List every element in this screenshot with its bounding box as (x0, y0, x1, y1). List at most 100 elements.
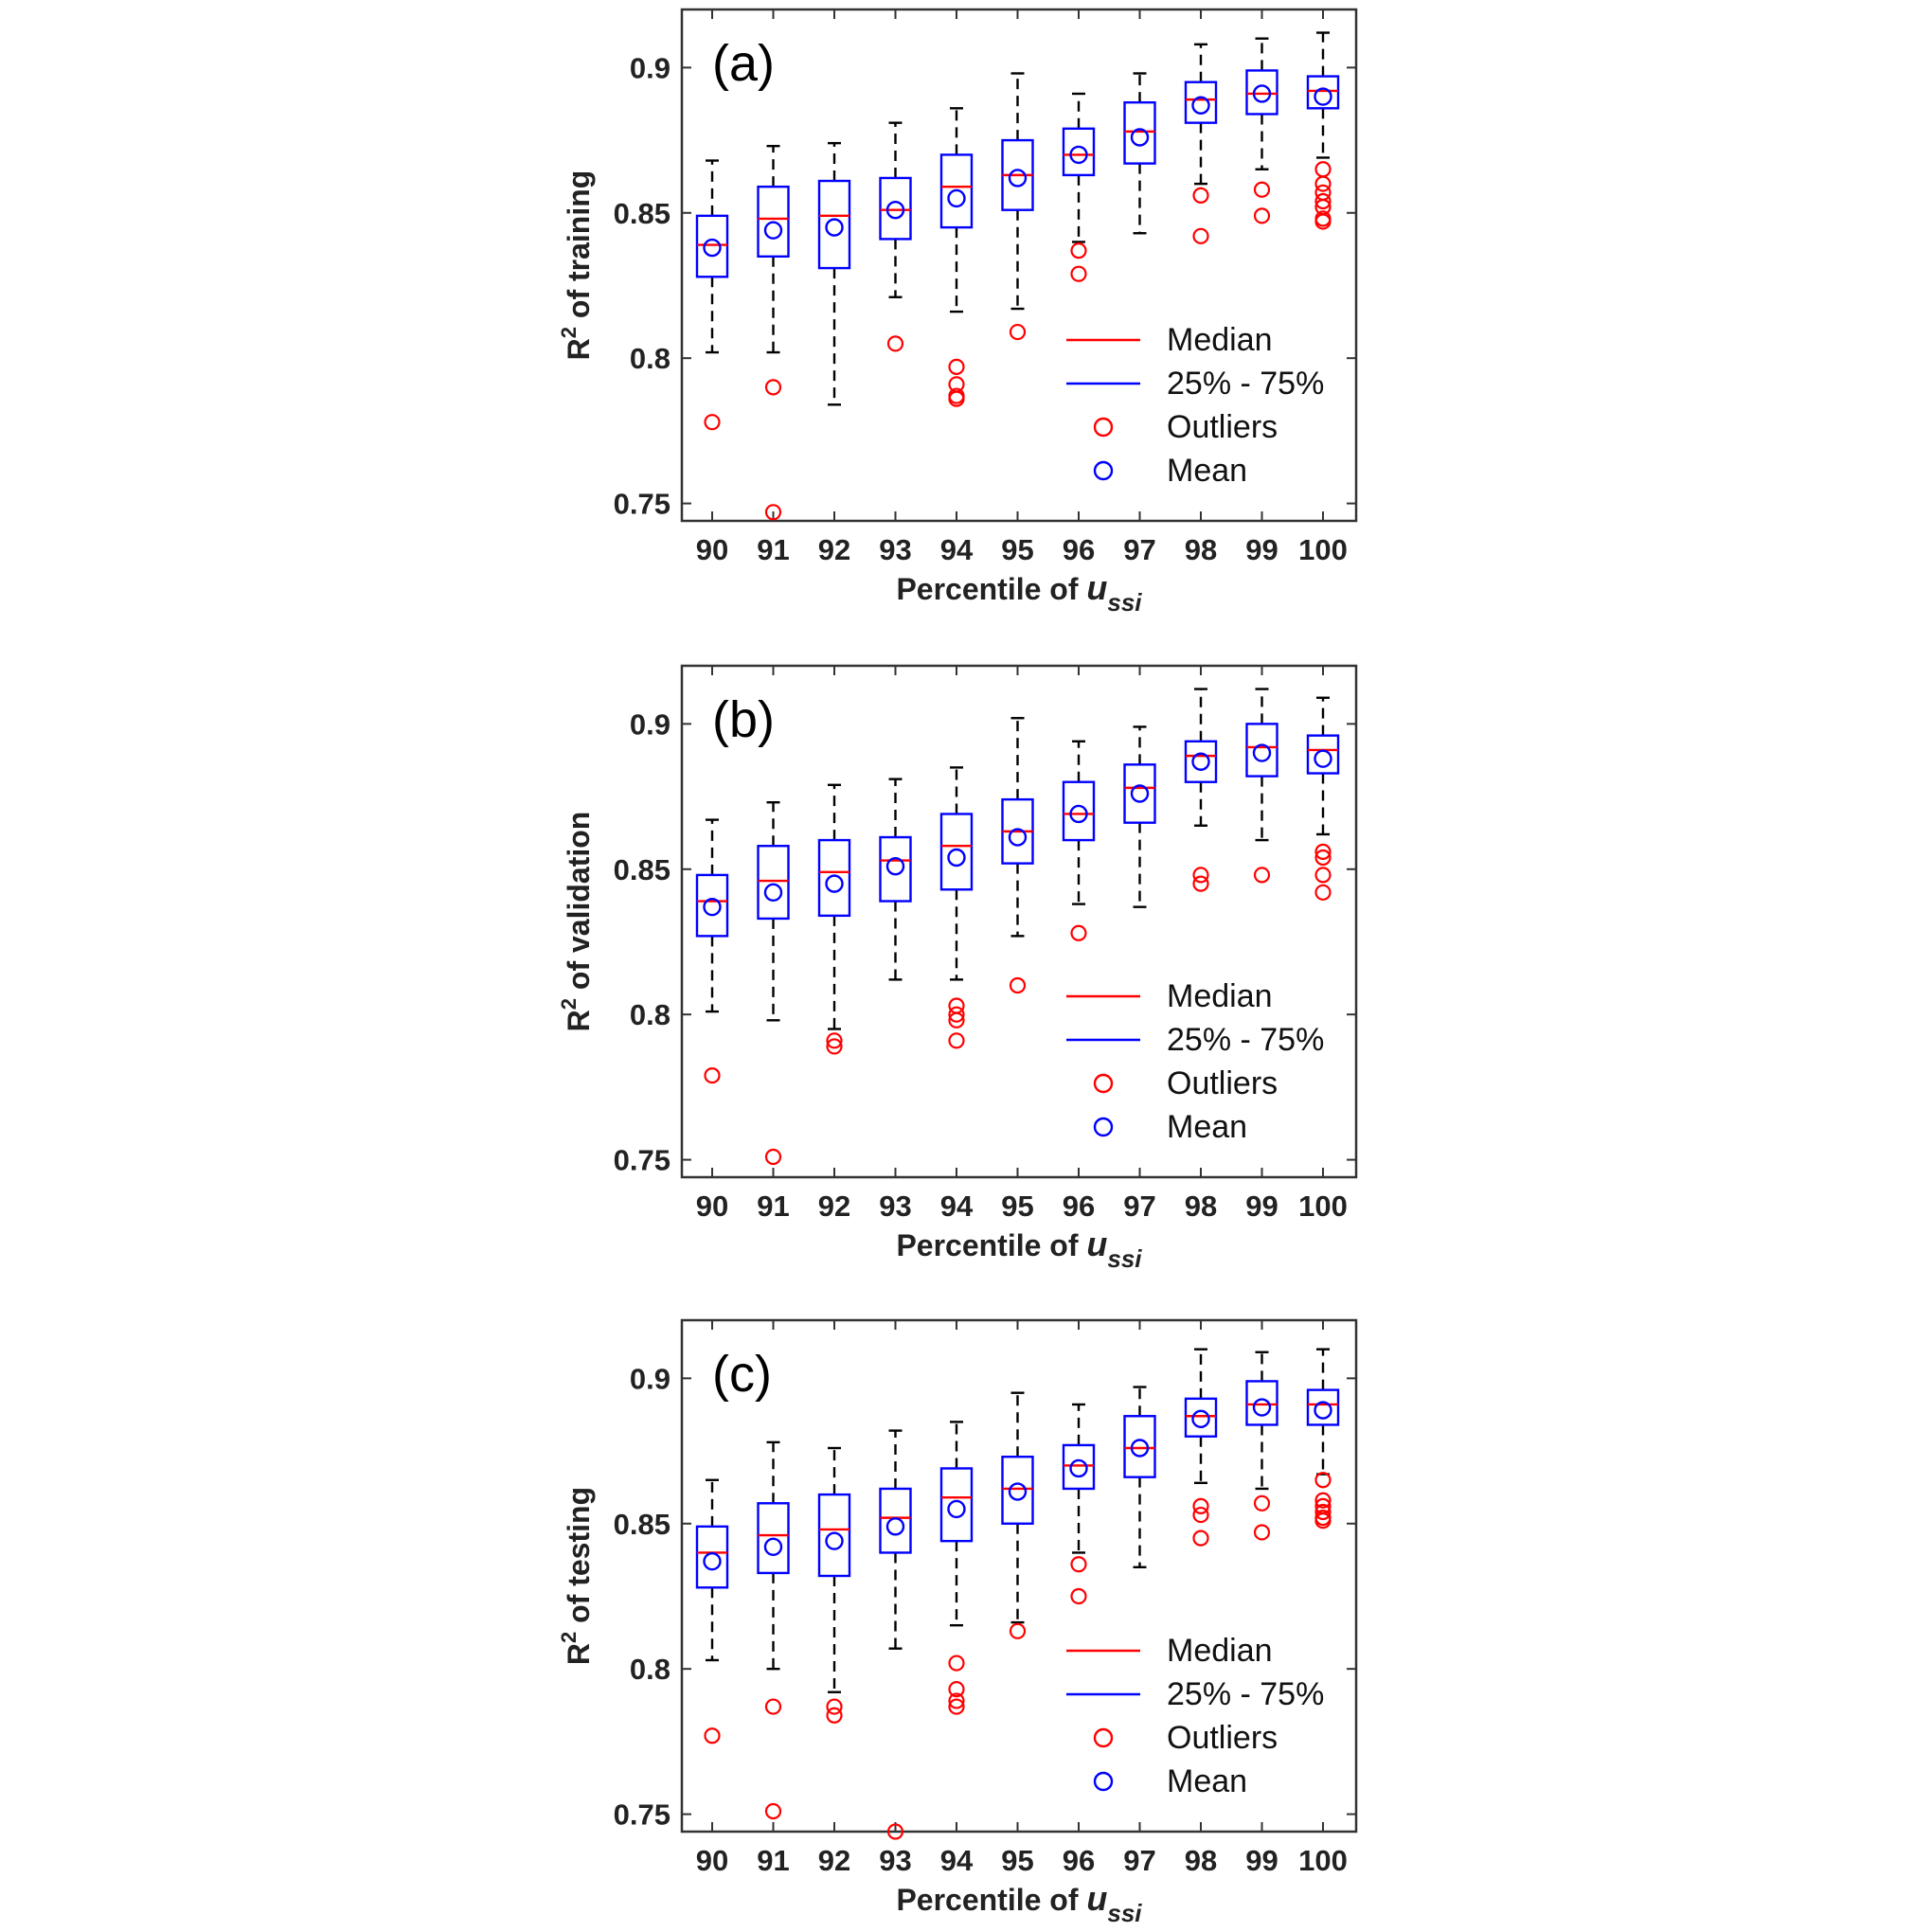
outlier-marker (1192, 875, 1209, 892)
legend-outliers-label: Outliers (1167, 1720, 1278, 1756)
outlier-marker (1253, 867, 1271, 884)
x-tick-label: 92 (818, 1190, 850, 1223)
panel-label: (b) (712, 691, 775, 748)
box-group-93 (879, 1429, 912, 1840)
x-axis-label-subscript: ssi (1107, 1899, 1142, 1927)
chart-panel-c: 0.75 0.8 0.85 0.9 90 91 92 93 94 95 96 97 98 99 100 (c)… (557, 1318, 1358, 1927)
outlier-marker (1314, 849, 1332, 867)
outlier-marker (1009, 1622, 1027, 1639)
box-group-90 (695, 159, 729, 431)
mean-marker (1314, 1401, 1332, 1420)
outlier-marker (1314, 867, 1332, 884)
outlier-marker (1192, 187, 1209, 204)
panel-label: (c) (712, 1346, 772, 1403)
mean-marker (1069, 804, 1088, 824)
box-group-100 (1306, 696, 1340, 901)
iqr-box (1245, 723, 1278, 778)
outlier-marker (886, 335, 904, 352)
x-tick-label: 94 (940, 1190, 974, 1223)
x-axis-label-variable: u (1086, 1879, 1107, 1918)
legend-mean-label: Mean (1167, 453, 1247, 489)
outlier-marker (948, 358, 965, 375)
y-tick-label: 0.75 (614, 1144, 670, 1177)
iqr-box (1123, 763, 1156, 824)
mean-marker (825, 874, 844, 893)
y-axis-label-superscript: 2 (557, 1632, 581, 1643)
iqr-box (1306, 75, 1340, 110)
box-group-99 (1245, 688, 1278, 884)
box-group-97 (1123, 1386, 1156, 1568)
legend: Median 25% - 75% Outliers Mean (1066, 1633, 1324, 1799)
outlier-marker (1192, 867, 1209, 884)
iqr-box (1001, 1456, 1034, 1525)
box-group-90 (695, 818, 729, 1084)
y-axis-label: R2 of validation (557, 812, 596, 1032)
y-axis-label-rest: of testing (562, 1487, 596, 1632)
outlier-marker (1009, 976, 1027, 994)
box-group-96 (1062, 1403, 1096, 1605)
mean-marker (1314, 87, 1332, 106)
x-tick-label: 90 (696, 533, 728, 566)
outlier-marker (826, 1038, 843, 1055)
x-tick-label: 95 (1001, 533, 1033, 566)
outlier-marker (948, 1681, 965, 1698)
y-axis-label: R2 of training (557, 170, 596, 361)
box-group-90 (695, 1478, 729, 1744)
y-tick-label: 0.8 (630, 1653, 670, 1686)
iqr-box (1306, 734, 1340, 775)
outlier-marker (948, 1011, 965, 1029)
panels: 0.75 0.8 0.85 0.9 90 91 92 93 94 95 96 97 98 99 100 (a)… (557, 8, 1358, 1927)
mean-marker (1191, 752, 1210, 771)
x-tick-label: 100 (1298, 533, 1348, 566)
box-group-92 (817, 783, 851, 1055)
outlier-marker (1253, 181, 1271, 198)
outlier-marker (1253, 1524, 1271, 1541)
box-group-91 (757, 145, 790, 521)
outlier-marker (764, 1148, 782, 1166)
outlier-marker (764, 1698, 782, 1715)
outlier-marker (948, 1698, 965, 1715)
x-tick-label: 92 (818, 1844, 850, 1877)
legend-outlier-swatch (1093, 1727, 1114, 1748)
mean-marker (703, 238, 722, 258)
x-tick-label: 93 (879, 533, 911, 566)
box-group-91 (757, 1440, 790, 1820)
outlier-marker (764, 504, 782, 521)
x-tick-label: 100 (1298, 1844, 1348, 1877)
y-axis-label-rest: of validation (562, 812, 596, 998)
outlier-marker (1314, 1472, 1332, 1489)
iqr-box (879, 835, 912, 903)
x-axis-label-subscript: ssi (1107, 588, 1142, 617)
x-tick-label: 90 (696, 1844, 728, 1877)
outlier-marker (1314, 884, 1332, 901)
box-group-98 (1184, 43, 1218, 244)
box-group-91 (757, 801, 790, 1166)
legend-median-label: Median (1167, 1633, 1273, 1669)
box-group-98 (1184, 1348, 1218, 1547)
box-group-92 (817, 141, 851, 406)
outlier-marker (1314, 213, 1332, 230)
x-tick-label: 99 (1245, 533, 1278, 566)
x-axis-label-text: Percentile of (896, 1883, 1086, 1917)
mean-marker (1008, 169, 1028, 188)
mean-marker (703, 897, 722, 917)
mean-marker (1314, 749, 1332, 768)
mean-marker (1130, 1439, 1150, 1458)
outlier-marker (704, 1727, 721, 1744)
outlier-marker (948, 1692, 965, 1709)
iqr-box (757, 185, 790, 258)
y-tick-label: 0.75 (614, 488, 670, 521)
x-axis-label-text: Percentile of (896, 1228, 1086, 1262)
outlier-marker (948, 390, 965, 407)
outlier-marker (1070, 924, 1087, 941)
box-group-95 (1001, 1391, 1034, 1639)
outlier-marker (948, 1655, 965, 1672)
iqr-box (757, 845, 790, 921)
y-axis-label-superscript: 2 (557, 998, 581, 1010)
y-tick-label: 0.85 (614, 853, 670, 886)
outlier-marker (1070, 242, 1087, 259)
legend-mean-label: Mean (1167, 1109, 1247, 1145)
box-group-99 (1245, 1351, 1278, 1541)
plot-frame (680, 8, 1358, 523)
box-group-93 (879, 778, 912, 981)
